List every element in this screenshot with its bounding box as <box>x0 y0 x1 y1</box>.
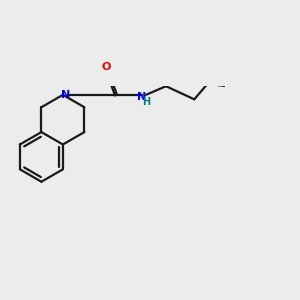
Text: N: N <box>137 92 146 102</box>
Text: O: O <box>102 62 111 72</box>
Text: N: N <box>61 90 70 100</box>
Text: H: H <box>142 98 150 107</box>
